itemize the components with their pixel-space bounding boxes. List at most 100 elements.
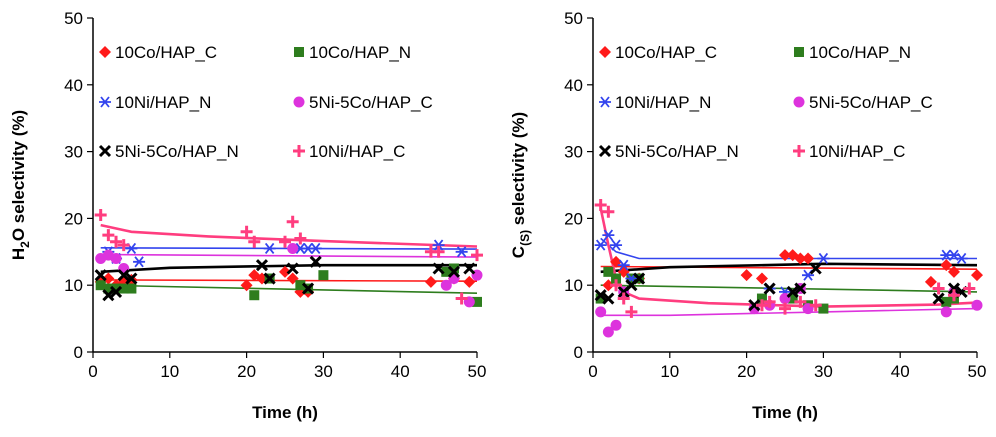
data-point <box>763 295 776 308</box>
data-point <box>947 265 960 278</box>
y-tick-label: 20 <box>64 209 83 228</box>
data-point <box>263 272 276 285</box>
legend-label: 10Ni/HAP_C <box>809 142 905 161</box>
legend: 10Co/HAP_C 10Co/HAP_N 10Ni/HAP_N 5Ni-5Co/HA… <box>598 43 933 161</box>
data-point <box>941 296 952 307</box>
data-point <box>756 293 767 304</box>
data-point <box>595 306 607 318</box>
data-point <box>924 275 937 288</box>
data-point <box>240 225 253 238</box>
legend-marker <box>293 145 305 157</box>
data-point <box>740 269 753 282</box>
trend-line-6 <box>100 223 478 248</box>
legend-label: 10Co/HAP_C <box>615 43 717 62</box>
data-point <box>103 283 114 294</box>
chart-panel-2: 0 10 20 30 40 50 0 10 20 30 40 50 Time (h) C(S) selec… <box>509 9 986 422</box>
x-tick-label: 20 <box>237 362 256 381</box>
legend-label: 10Co/HAP_N <box>809 43 911 62</box>
data-point <box>455 292 468 305</box>
data-point <box>110 252 122 264</box>
legend-label: 5Ni-5Co/HAP_N <box>615 142 739 161</box>
series-6-points <box>94 209 483 305</box>
series-5-points <box>594 262 968 312</box>
legend-marker <box>794 47 804 57</box>
legend-marker <box>793 96 805 108</box>
data-point <box>779 302 791 315</box>
y-tick-label: 10 <box>64 276 83 295</box>
series-4-points <box>95 242 483 308</box>
legend-label: 10Ni/HAP_N <box>615 93 711 112</box>
data-point <box>295 280 306 291</box>
data-point <box>971 299 983 311</box>
legend-label: 5Ni-5Co/HAP_C <box>809 93 933 112</box>
data-point <box>263 242 276 255</box>
data-point <box>602 292 615 305</box>
series-1-points <box>602 249 983 292</box>
data-point <box>125 272 138 285</box>
data-point <box>748 299 761 312</box>
data-point <box>110 235 123 248</box>
data-point <box>594 239 607 251</box>
x-tick-label: 40 <box>891 362 910 381</box>
x-tick-label: 30 <box>814 362 833 381</box>
x-tick-label: 10 <box>660 362 679 381</box>
y-tick-label: 20 <box>564 209 583 228</box>
data-point <box>95 280 106 291</box>
data-point <box>610 279 623 292</box>
data-point <box>102 229 115 242</box>
data-point <box>940 306 952 318</box>
data-point <box>286 262 299 275</box>
series-6-points <box>594 199 976 318</box>
data-point <box>809 262 822 275</box>
y-tick-label: 30 <box>564 143 583 162</box>
x-tick-label: 20 <box>737 362 756 381</box>
data-point <box>755 272 768 285</box>
data-point <box>779 249 791 262</box>
data-point <box>424 275 437 288</box>
trend-line-5 <box>100 263 477 274</box>
legend-label: 10Ni/HAP_N <box>115 93 211 112</box>
data-point <box>940 259 953 272</box>
data-point <box>971 269 983 282</box>
data-point <box>286 215 299 228</box>
data-point <box>111 283 122 294</box>
y-tick-label: 40 <box>564 76 583 95</box>
y-axis-label: H2O selectivity (%) <box>9 110 32 260</box>
data-point <box>602 205 615 218</box>
data-point <box>963 282 976 295</box>
data-point <box>432 245 445 258</box>
data-point <box>471 249 483 262</box>
legend-marker <box>99 96 111 108</box>
data-point <box>802 252 815 265</box>
trend-line-5 <box>600 262 978 274</box>
data-point <box>240 279 253 292</box>
data-point <box>309 255 322 268</box>
data-point <box>126 283 137 294</box>
legend: 10Co/HAP_C 10Co/HAP_N 10Ni/HAP_N 5Ni-5Co/HA… <box>98 43 433 161</box>
x-tick-label: 50 <box>968 362 987 381</box>
legend-marker <box>599 96 611 108</box>
data-point <box>617 292 630 305</box>
y-tick-label: 50 <box>64 9 83 28</box>
data-point <box>448 263 459 274</box>
legend-marker <box>599 46 611 58</box>
data-point <box>432 262 445 275</box>
x-tick-label: 50 <box>468 362 487 381</box>
data-point <box>617 259 630 271</box>
legend-label: 5Ni-5Co/HAP_C <box>309 93 433 112</box>
data-point <box>309 242 322 255</box>
trend-line-2 <box>100 284 478 294</box>
data-point <box>109 285 123 298</box>
legend-marker <box>293 96 305 108</box>
trend-line-6 <box>599 208 978 308</box>
data-point <box>472 296 482 307</box>
x-axis-label: Time (h) <box>752 403 818 422</box>
data-point <box>932 292 945 305</box>
y-tick-label: 50 <box>564 9 583 28</box>
data-point <box>947 282 961 295</box>
data-point <box>625 305 638 318</box>
data-point <box>301 282 315 295</box>
series-1-points <box>94 265 476 298</box>
y-tick-label: 0 <box>74 343 83 362</box>
